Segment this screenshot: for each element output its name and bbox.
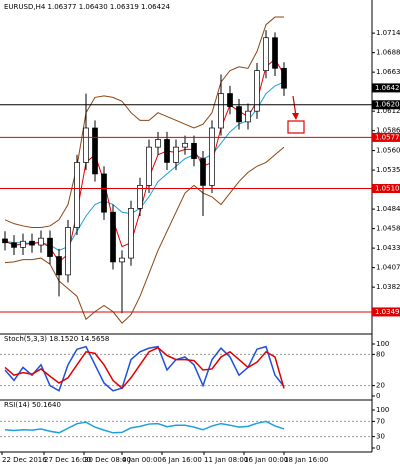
- y-tick-label: 1.06120: [376, 107, 400, 115]
- y-tick-label: 1.05605: [376, 147, 400, 155]
- candle-body: [209, 127, 215, 186]
- level-label: 1.05109: [375, 185, 400, 193]
- candle-body: [2, 238, 8, 244]
- candle-body: [281, 67, 287, 89]
- candle-body: [227, 93, 233, 107]
- candle-body: [254, 70, 260, 112]
- y-tick-label: 1.04075: [376, 264, 400, 272]
- y-tick-label: 1.04840: [376, 205, 400, 213]
- candle-body: [11, 242, 17, 248]
- y-tick-label: 0: [376, 392, 380, 400]
- candle-body: [137, 185, 143, 209]
- candle-body: [119, 257, 125, 263]
- level-label-box: [372, 132, 400, 142]
- candle-body: [263, 37, 269, 71]
- price-label: 1.06424: [375, 84, 400, 92]
- candle-body: [83, 127, 89, 163]
- y-tick-label: 1.04585: [376, 225, 400, 233]
- indicator-line: [4, 420, 285, 434]
- indicator-line: [4, 345, 285, 392]
- rsi-title: RSI(14) 50.1640: [4, 401, 61, 409]
- x-tick-label: 6 Jan 16:00: [162, 456, 202, 464]
- y-tick-label: 1.05350: [376, 166, 400, 174]
- candle-body: [110, 211, 116, 263]
- y-tick-label: 1.03820: [376, 283, 400, 291]
- candle-body: [164, 139, 170, 163]
- stoch-title: Stoch(5,3,3) 18.1520 14.5658: [4, 335, 109, 343]
- chart-title: EURUSD,H4 1.06377 1.06430 1.06319 1.0642…: [4, 3, 171, 11]
- candle-body: [101, 173, 107, 213]
- candle-body: [200, 158, 206, 186]
- candle-body: [38, 237, 44, 246]
- x-tick-label: 16 Jan 00:00: [244, 456, 288, 464]
- x-tick-label: 4 Jan 00:00: [122, 456, 162, 464]
- y-tick-label: 1.07140: [376, 29, 400, 37]
- level-label-box: [372, 184, 400, 194]
- y-tick-label: 20: [376, 382, 385, 390]
- level-label: 1.05777: [375, 133, 400, 141]
- x-tick-label: 18 Jan 16:00: [284, 456, 328, 464]
- candle-body: [173, 146, 179, 163]
- y-tick-label: 1.06885: [376, 49, 400, 57]
- x-tick-label: 22 Dec 2016: [2, 456, 47, 464]
- x-tick-label: 30 Dec 08:00: [84, 456, 131, 464]
- y-tick-label: 1.05865: [376, 127, 400, 135]
- indicator-line: [4, 146, 285, 324]
- level-label: 1.06204: [375, 101, 400, 109]
- candle-body: [272, 37, 278, 69]
- candle-body: [65, 227, 71, 276]
- y-tick-label: 70: [376, 417, 385, 425]
- y-tick-label: 100: [376, 340, 389, 348]
- candle-body: [74, 162, 80, 228]
- candle-body: [182, 142, 188, 148]
- level-label-box: [372, 307, 400, 317]
- candle-body: [191, 142, 197, 159]
- y-tick-label: 30: [376, 433, 385, 441]
- y-tick-label: 80: [376, 350, 385, 358]
- candle-body: [128, 207, 134, 259]
- candle-body: [56, 256, 62, 276]
- candle-body: [155, 139, 161, 148]
- y-tick-label: 1.06630: [376, 68, 400, 76]
- y-tick-label: 1.04330: [376, 244, 400, 252]
- level-label: 1.03496: [375, 308, 400, 316]
- y-tick-label: 100: [376, 406, 389, 414]
- candle-body: [29, 240, 35, 246]
- x-tick-label: 11 Jan 08:00: [204, 456, 248, 464]
- price-label-box: [372, 83, 400, 93]
- candle-body: [245, 110, 251, 123]
- candle-body: [146, 146, 152, 186]
- candle-body: [236, 106, 242, 123]
- indicator-line: [4, 346, 285, 390]
- candle-body: [47, 237, 53, 257]
- level-label-box: [372, 100, 400, 110]
- x-tick-label: 27 Dec 16:00: [44, 456, 91, 464]
- y-tick-label: 0: [376, 444, 380, 452]
- candle-body: [92, 127, 98, 175]
- annotation: [287, 95, 305, 134]
- indicator-line: [4, 16, 284, 228]
- candle-body: [20, 240, 26, 248]
- candle-body: [218, 93, 224, 129]
